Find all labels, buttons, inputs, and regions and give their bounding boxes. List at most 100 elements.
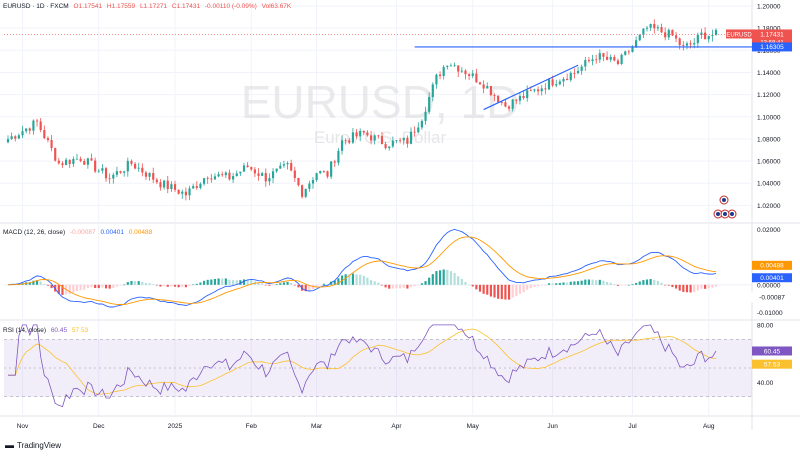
macd-hist-bar: [340, 275, 344, 285]
macd-hist-bar: [428, 277, 431, 285]
candle-body: [366, 132, 369, 136]
candle-body: [242, 165, 246, 172]
macd-hist-bar: [645, 279, 649, 285]
candle-body: [35, 120, 39, 122]
time-tick-label: Mar: [311, 423, 323, 430]
candle-body: [108, 178, 111, 180]
macd-hist-bar: [486, 284, 489, 295]
candle-body: [17, 135, 20, 139]
macd-hist-bar: [239, 280, 242, 285]
macd-hist-bar: [602, 280, 605, 285]
candle-body: [497, 95, 500, 103]
symbol-tag-bg: [726, 29, 752, 39]
candle-body: [478, 82, 482, 85]
macd-hist-bar: [290, 283, 293, 285]
rsi-line: [8, 324, 717, 408]
candle-body: [210, 178, 213, 180]
macd-hist-bar: [704, 284, 707, 289]
candle-body: [166, 180, 169, 190]
candle-body: [438, 74, 442, 76]
candle-body: [598, 53, 601, 60]
brand-name: TradingView: [17, 440, 62, 450]
candle-body: [395, 140, 398, 142]
candle-body: [551, 79, 554, 86]
macd-hist-bar: [653, 279, 656, 285]
candle-body: [369, 135, 373, 141]
candle-body: [221, 174, 224, 176]
macd-hist-bar: [609, 282, 612, 285]
macd-tag-bg: [752, 260, 792, 270]
macd-hist-bar: [714, 284, 718, 287]
candle-body: [435, 74, 438, 85]
time-tick-label: Apr: [391, 423, 402, 430]
macd-hist-bar: [689, 284, 692, 293]
candle-body: [86, 158, 89, 165]
macd-hist-bar: [475, 284, 478, 290]
candle-body: [14, 136, 17, 139]
candle-body: [348, 140, 351, 143]
rsi-tag-bg: [752, 359, 792, 369]
macd-hist-bar: [551, 283, 554, 285]
macd-hist-bar: [173, 284, 177, 287]
macd-hist-bar: [526, 284, 529, 290]
macd-hist-bar: [431, 274, 434, 285]
macd-hist-bar: [104, 284, 108, 289]
macd-hist-bar: [380, 284, 384, 286]
macd-hist-bar: [497, 284, 500, 299]
macd-hist-bar: [315, 284, 318, 287]
candle-body: [301, 185, 304, 197]
axis-layer: 1.200001.180001.160001.140001.120001.100…: [17, 4, 793, 430]
last-price-tag: 1.17431: [760, 31, 784, 38]
macd-hist-bar: [213, 278, 217, 285]
candle-body: [206, 178, 209, 179]
macd-hist-bar: [359, 274, 362, 285]
candle-body: [261, 173, 264, 176]
candle-body: [308, 183, 311, 189]
macd-hist-bar: [271, 284, 275, 286]
macd-hist-bar: [537, 284, 540, 287]
macd-hist-bar: [435, 271, 438, 285]
candle-body: [573, 72, 576, 74]
candle-body: [297, 177, 300, 186]
macd-hist-bar: [493, 284, 496, 298]
macd-hist-bar: [72, 284, 75, 293]
rsi-layer: [4, 324, 752, 408]
macd-hist-bar: [576, 281, 580, 285]
macd-hist-bar: [279, 283, 282, 285]
candle-body: [257, 173, 260, 176]
event-marker-icon: [730, 212, 734, 216]
macd-hist-bar: [660, 282, 663, 285]
macd-hist-bar: [457, 276, 460, 285]
price-tick-label: 1.06000: [757, 159, 781, 166]
rsi-title[interactable]: RSI (14, close): [3, 327, 46, 334]
macd-hist-bar: [540, 284, 543, 286]
macd-hist-bar: [235, 280, 238, 285]
candle-body: [57, 160, 60, 164]
candle-body: [133, 163, 137, 169]
macd-hist-bar: [79, 284, 82, 291]
candle-body: [540, 88, 543, 92]
macd-hist-bar: [384, 284, 387, 288]
symbol-label[interactable]: EURUSD · 1D · FXCM: [3, 3, 69, 10]
macd-hist-bar: [210, 279, 213, 285]
candle-body: [362, 130, 365, 133]
macd-hist-bar: [282, 282, 286, 285]
candle-body: [123, 171, 126, 173]
macd-hist-bar: [500, 284, 503, 300]
macd-hist-bar: [119, 284, 122, 286]
candle-body: [250, 167, 253, 170]
price-tick-label: 1.14000: [757, 70, 781, 77]
macd-hist-bar: [515, 284, 518, 296]
macd-hist-bar: [50, 284, 53, 289]
candle-body: [558, 81, 561, 85]
candle-body: [239, 171, 242, 174]
macd-hist-bar: [224, 278, 227, 285]
candle-body: [264, 173, 267, 182]
brand-footer[interactable]: ▬ TradingView: [5, 440, 61, 450]
macd-hist-bar: [544, 284, 547, 286]
macd-hist-bar: [130, 280, 133, 285]
candle-body: [707, 36, 710, 40]
candle-body: [68, 159, 71, 164]
candle-body: [304, 188, 307, 197]
macd-title[interactable]: MACD (12, 26, close): [3, 229, 66, 236]
